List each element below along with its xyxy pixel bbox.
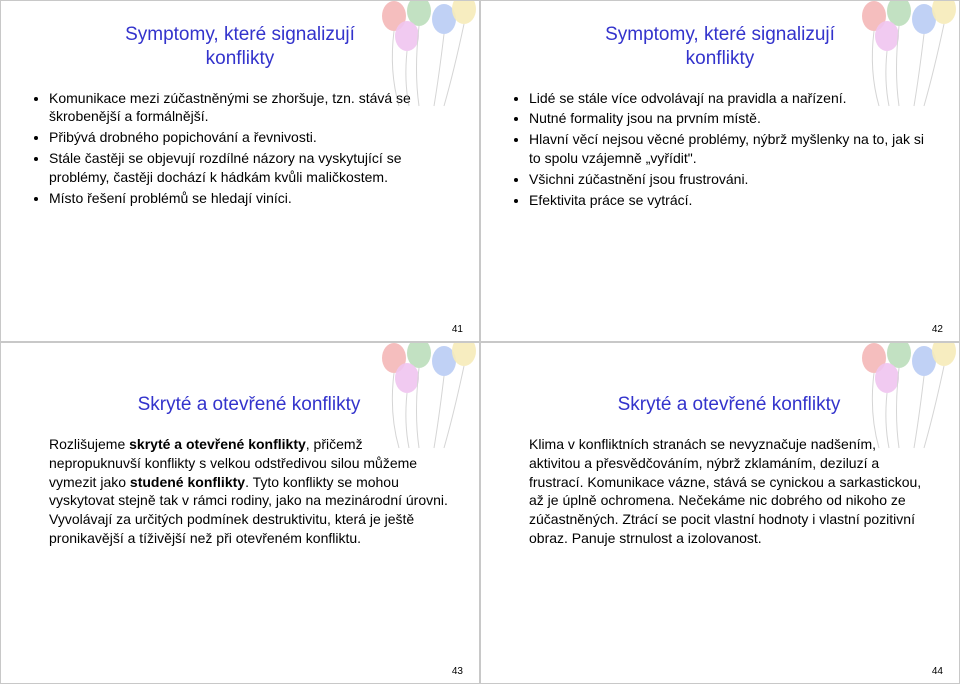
slide-43: Skryté a otevřené konflikty Rozlišujeme … bbox=[0, 342, 480, 684]
slide-title: Skryté a otevřené konflikty bbox=[511, 393, 929, 417]
slide-41: Symptomy, které signalizují konflikty Ko… bbox=[0, 0, 480, 342]
text-segment: Rozlišujeme bbox=[49, 436, 129, 452]
body-paragraph: Rozlišujeme skryté a otevřené konflikty,… bbox=[49, 435, 449, 548]
page-number: 41 bbox=[452, 324, 463, 335]
bullet-item: Stále častěji se objevují rozdílné názor… bbox=[49, 149, 449, 187]
slide-title: Symptomy, které signalizují konflikty bbox=[511, 23, 929, 71]
body-paragraph: Klima v konfliktních stranách se nevyzna… bbox=[529, 435, 929, 548]
slide-handout-grid: Symptomy, které signalizují konflikty Ko… bbox=[0, 0, 960, 684]
bold-phrase: studené konflikty bbox=[130, 474, 245, 490]
page-number: 44 bbox=[932, 666, 943, 677]
title-line1: Symptomy, které signalizují bbox=[605, 24, 835, 45]
slide-title: Symptomy, které signalizují konflikty bbox=[31, 23, 449, 71]
bullet-item: Lidé se stále více odvolávají na pravidl… bbox=[529, 89, 929, 108]
bullet-list: Komunikace mezi zúčastněnými se zhoršuje… bbox=[49, 89, 449, 208]
bullet-item: Místo řešení problémů se hledají viníci. bbox=[49, 189, 449, 208]
bullet-item: Hlavní věcí nejsou věcné problémy, nýbrž… bbox=[529, 130, 929, 168]
bullet-item: Přibývá drobného popichování a řevnivost… bbox=[49, 128, 449, 147]
bullet-item: Všichni zúčastnění jsou frustrováni. bbox=[529, 170, 929, 189]
bullet-item: Komunikace mezi zúčastněnými se zhoršuje… bbox=[49, 89, 449, 127]
bullet-item: Efektivita práce se vytrácí. bbox=[529, 191, 929, 210]
slide-title: Skryté a otevřené konflikty bbox=[31, 393, 449, 417]
slide-44: Skryté a otevřené konflikty Klima v konf… bbox=[480, 342, 960, 684]
bullet-list: Lidé se stále více odvolávají na pravidl… bbox=[529, 89, 929, 210]
slide-42: Symptomy, které signalizují konflikty Li… bbox=[480, 0, 960, 342]
title-line1: Symptomy, které signalizují bbox=[125, 24, 355, 45]
page-number: 43 bbox=[452, 666, 463, 677]
bold-phrase: skryté a otevřené konflikty bbox=[129, 436, 306, 452]
bullet-item: Nutné formality jsou na prvním místě. bbox=[529, 109, 929, 128]
page-number: 42 bbox=[932, 324, 943, 335]
title-line2: konflikty bbox=[686, 48, 755, 69]
title-line2: konflikty bbox=[206, 48, 275, 69]
